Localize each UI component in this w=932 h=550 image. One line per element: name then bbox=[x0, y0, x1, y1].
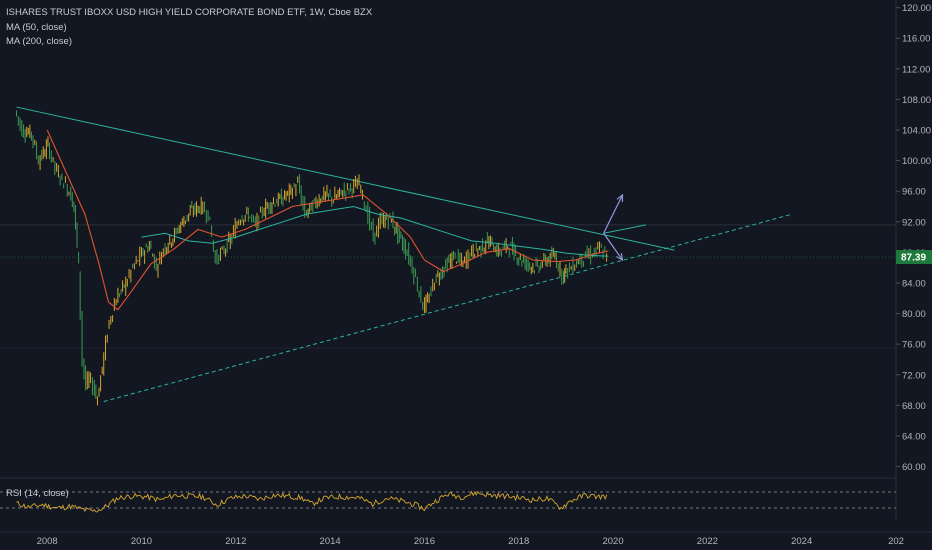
last-price-tag bbox=[896, 250, 932, 265]
x-tick-label: 2022 bbox=[697, 536, 718, 547]
y-tick-label: 72.00 bbox=[902, 370, 926, 381]
x-tick-label: 2024 bbox=[791, 536, 812, 547]
arrow-head bbox=[616, 253, 624, 262]
legend-rsi: RSI (14, close) bbox=[6, 488, 69, 499]
x-tick-label: 2010 bbox=[131, 536, 152, 547]
y-tick-label: 116.00 bbox=[902, 34, 930, 45]
chart-title: ISHARES TRUST IBOXX USD HIGH YIELD CORPO… bbox=[6, 7, 373, 18]
x-tick-label: 2014 bbox=[320, 536, 341, 547]
x-tick-label: 2020 bbox=[602, 536, 623, 547]
y-tick-label: 100.00 bbox=[902, 156, 931, 167]
price-bars bbox=[16, 110, 608, 406]
legend-ma200: MA (200, close) bbox=[6, 36, 72, 47]
y-tick-label: 76.00 bbox=[902, 340, 926, 351]
y-tick-label: 92.00 bbox=[902, 217, 926, 228]
arrow-head bbox=[616, 193, 624, 203]
y-tick-label: 96.00 bbox=[902, 187, 926, 198]
y-tick-label: 84.00 bbox=[902, 278, 926, 289]
y-tick-label: 64.00 bbox=[902, 431, 926, 442]
x-tick-label: 2016 bbox=[414, 536, 435, 547]
y-tick-label: 68.00 bbox=[902, 401, 926, 412]
forecast-arrow bbox=[603, 194, 624, 234]
y-tick-label: 80.00 bbox=[902, 309, 926, 320]
x-tick-label: 202 bbox=[888, 536, 904, 547]
ma50-line bbox=[46, 129, 609, 311]
projection-line bbox=[603, 224, 647, 234]
last-price-label: 87.39 bbox=[901, 253, 926, 264]
x-tick-label: 2012 bbox=[225, 536, 246, 547]
x-tick-label: 2008 bbox=[37, 536, 58, 547]
y-tick-label: 108.00 bbox=[902, 95, 931, 106]
trendline-upper bbox=[16, 106, 675, 251]
y-tick-label: 120.00 bbox=[902, 3, 931, 14]
ma200-line bbox=[141, 205, 609, 257]
rsi-line bbox=[16, 490, 608, 513]
forecast-arrow bbox=[603, 232, 623, 261]
y-tick-label: 104.00 bbox=[902, 126, 931, 137]
x-tick-label: 2018 bbox=[508, 536, 529, 547]
y-tick-label: 112.00 bbox=[902, 64, 930, 75]
legend-ma50: MA (50, close) bbox=[6, 22, 67, 33]
y-tick-label: 60.00 bbox=[902, 462, 926, 473]
